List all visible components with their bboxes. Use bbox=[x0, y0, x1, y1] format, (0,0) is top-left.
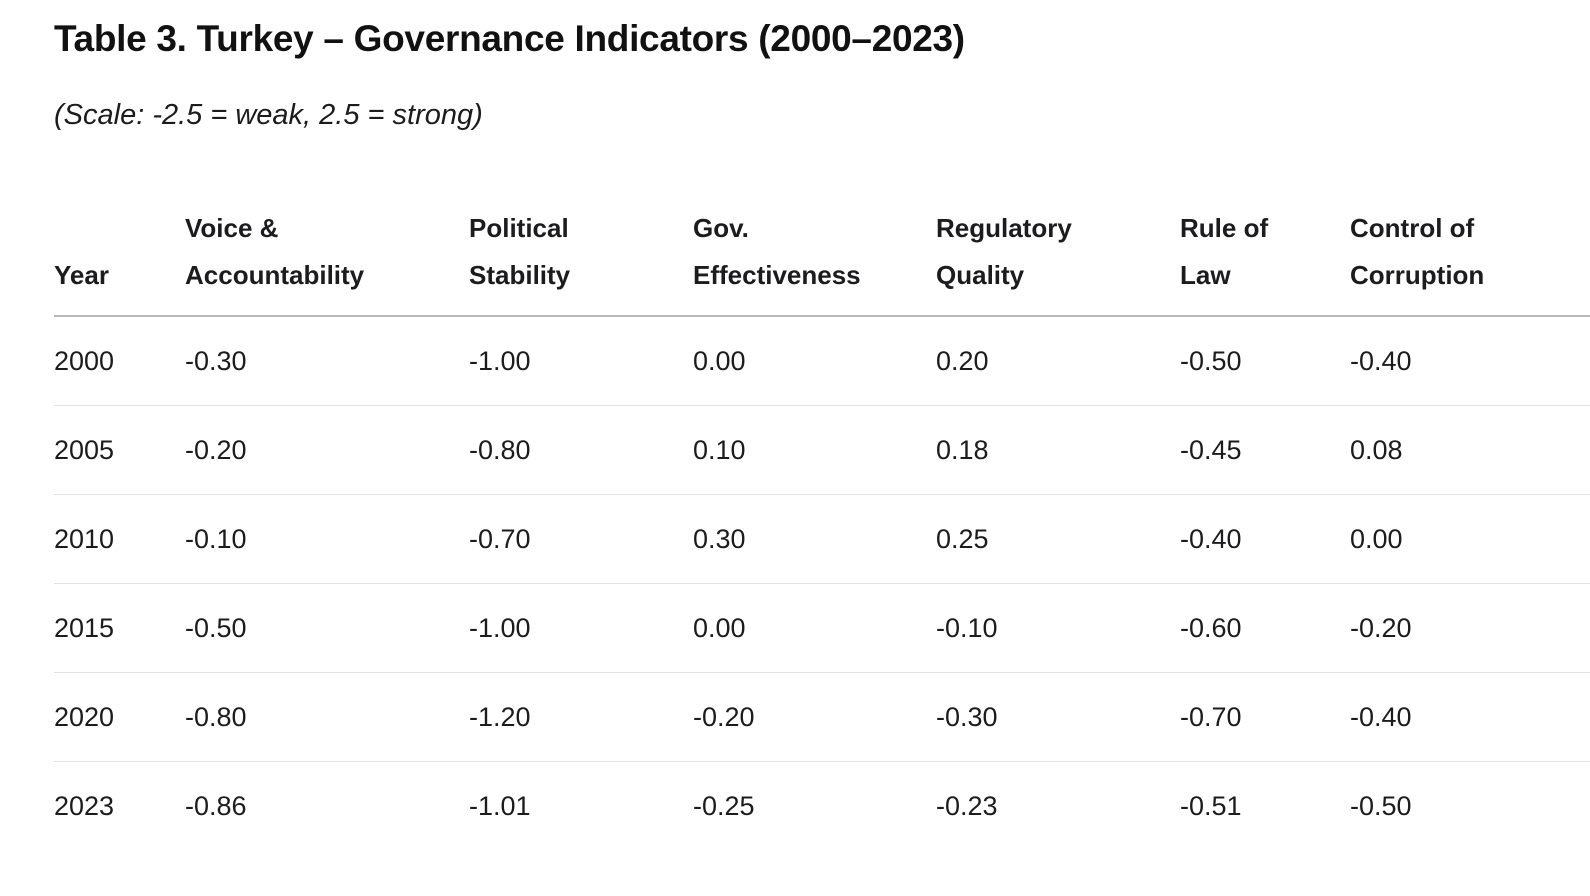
cell-political-stability: -1.00 bbox=[469, 583, 693, 673]
cell-political-stability: -1.00 bbox=[469, 316, 693, 406]
cell-rule-of-law: -0.45 bbox=[1180, 405, 1350, 495]
cell-rule-of-law: -0.51 bbox=[1180, 790, 1242, 821]
cell-regulatory-quality: 0.25 bbox=[936, 494, 1180, 584]
cell-gov-effectiveness: -0.20 bbox=[693, 672, 936, 762]
header-row: Year Voice & Accountability Political Stab… bbox=[54, 205, 1590, 317]
cell-gov-effectiveness: 0.30 bbox=[693, 494, 936, 584]
header-control-of-corruption: Control of Corruption bbox=[1350, 205, 1590, 317]
cell-control-of-corruption: -0.20 bbox=[1350, 583, 1590, 673]
table-row: 2015 -0.50 -1.00 0.00 -0.10 -0.60 -0.20 bbox=[54, 583, 1590, 673]
cell-rule-of-law: -0.70 bbox=[1180, 672, 1350, 762]
cell-voice-accountability: -0.20 bbox=[185, 405, 469, 495]
cell-political-stability: -1.01 bbox=[469, 790, 531, 821]
governance-table: Year Voice & Accountability Political Stab… bbox=[54, 205, 1590, 850]
cell-political-stability: -1.20 bbox=[469, 672, 693, 762]
table-row: 2010 -0.10 -0.70 0.30 0.25 -0.40 0.00 bbox=[54, 494, 1590, 584]
cell-regulatory-quality: -0.23 bbox=[936, 790, 998, 821]
cell-year: 2020 bbox=[54, 672, 185, 762]
cell-control-of-corruption: -0.40 bbox=[1350, 316, 1590, 406]
cell-year: 2000 bbox=[54, 316, 185, 406]
header-year: Year bbox=[54, 205, 185, 317]
cell-gov-effectiveness: 0.00 bbox=[693, 583, 936, 673]
cell-year: 2023 bbox=[54, 790, 115, 821]
cell-control-of-corruption: 0.00 bbox=[1350, 494, 1590, 584]
table-title: Table 3. Turkey – Governance Indicators … bbox=[54, 18, 965, 59]
cell-gov-effectiveness: 0.10 bbox=[693, 405, 936, 495]
cell-regulatory-quality: -0.30 bbox=[936, 672, 1180, 762]
cell-year: 2015 bbox=[54, 583, 185, 673]
cell-rule-of-law: -0.40 bbox=[1180, 494, 1350, 584]
cell-gov-effectiveness: 0.00 bbox=[693, 316, 936, 406]
header-gov-effectiveness: Gov. Effectiveness bbox=[693, 205, 936, 317]
table-row: 2005 -0.20 -0.80 0.10 0.18 -0.45 0.08 bbox=[54, 405, 1590, 495]
cell-control-of-corruption: -0.40 bbox=[1350, 672, 1590, 762]
header-rule-of-law: Rule of Law bbox=[1180, 205, 1350, 317]
cell-control-of-corruption: -0.50 bbox=[1350, 790, 1412, 821]
table-row: 2020 -0.80 -1.20 -0.20 -0.30 -0.70 -0.40 bbox=[54, 672, 1590, 762]
cell-political-stability: -0.70 bbox=[469, 494, 693, 584]
cell-voice-accountability: -0.30 bbox=[185, 316, 469, 406]
cell-regulatory-quality: 0.20 bbox=[936, 316, 1180, 406]
cell-regulatory-quality: 0.18 bbox=[936, 405, 1180, 495]
header-regulatory-quality: Regulatory Quality bbox=[936, 205, 1180, 317]
header-voice-accountability: Voice & Accountability bbox=[185, 205, 469, 317]
cell-voice-accountability: -0.50 bbox=[185, 583, 469, 673]
cell-voice-accountability: -0.86 bbox=[185, 790, 247, 821]
cell-political-stability: -0.80 bbox=[469, 405, 693, 495]
cell-regulatory-quality: -0.10 bbox=[936, 583, 1180, 673]
table-row: 2023 -0.86 -1.01 -0.25 -0.23 -0.51 -0.50 bbox=[54, 762, 1590, 851]
scale-note: (Scale: -2.5 = weak, 2.5 = strong) bbox=[54, 99, 483, 131]
table-row: 2000 -0.30 -1.00 0.00 0.20 -0.50 -0.40 bbox=[54, 316, 1590, 406]
cell-control-of-corruption: 0.08 bbox=[1350, 405, 1590, 495]
cell-year: 2005 bbox=[54, 405, 185, 495]
cell-gov-effectiveness: -0.25 bbox=[693, 790, 755, 821]
cell-voice-accountability: -0.10 bbox=[185, 494, 469, 584]
cell-rule-of-law: -0.60 bbox=[1180, 583, 1350, 673]
header-political-stability: Political Stability bbox=[469, 205, 693, 317]
cell-year: 2010 bbox=[54, 494, 185, 584]
cell-rule-of-law: -0.50 bbox=[1180, 316, 1350, 406]
cell-voice-accountability: -0.80 bbox=[185, 672, 469, 762]
